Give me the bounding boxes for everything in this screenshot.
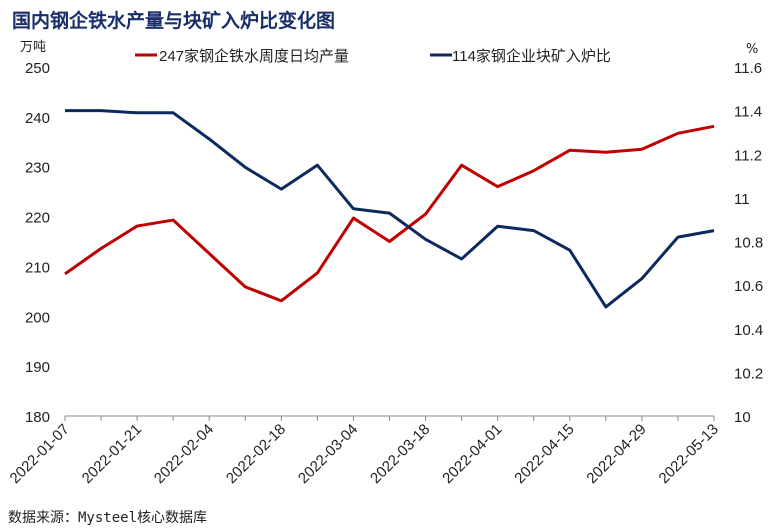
series-line-2 — [65, 109, 715, 309]
x-tick-label: 2022-04-29 — [583, 421, 649, 487]
y-tick-label: 250 — [25, 60, 50, 77]
x-tick-label: 2022-04-15 — [511, 421, 577, 487]
y-right-tick-label: 10.4 — [734, 322, 763, 339]
y-right-tick-label: 10 — [734, 409, 751, 426]
y-tick-label: 210 — [25, 259, 50, 276]
x-tick-label: 2022-05-13 — [656, 421, 722, 487]
legend-label-1: 247家钢企铁水周度日均产量 — [159, 47, 349, 65]
y-right-tick-label: 11.4 — [734, 104, 762, 121]
x-tick-label: 2022-01-07 — [7, 421, 73, 487]
y-right-tick-label: 11.6 — [734, 60, 762, 77]
x-tick-label: 2022-02-04 — [151, 421, 217, 487]
y-tick-label: 240 — [25, 110, 50, 127]
y-right-tick-label: 11 — [734, 191, 750, 208]
y-tick-label: 220 — [25, 210, 50, 227]
x-tick-label: 2022-04-01 — [439, 421, 505, 487]
y-tick-label: 230 — [25, 160, 50, 177]
y-right-tick-label: 10.8 — [734, 235, 763, 252]
x-tick-label: 2022-02-18 — [223, 421, 289, 487]
x-tick-label: 2022-03-18 — [367, 421, 433, 487]
y-right-tick-label: 11.2 — [734, 147, 762, 164]
right-axis-unit: % — [746, 42, 759, 57]
y-tick-label: 190 — [25, 359, 50, 376]
y-tick-label: 200 — [25, 309, 50, 326]
y-right-tick-label: 10.6 — [734, 278, 763, 295]
x-tick-label: 2022-01-21 — [79, 421, 145, 487]
x-tick-label: 2022-03-04 — [295, 421, 361, 487]
source-note: 数据来源：Mysteel核心数据库 — [8, 510, 208, 526]
y-tick-label: 180 — [25, 409, 50, 426]
chart-title: 国内钢企铁水产量与块矿入炉比变化图 — [12, 10, 336, 32]
legend-label-2: 114家钢企业块矿入炉比 — [452, 47, 611, 65]
left-axis-unit: 万吨 — [20, 40, 47, 55]
y-right-tick-label: 10.2 — [734, 365, 763, 382]
